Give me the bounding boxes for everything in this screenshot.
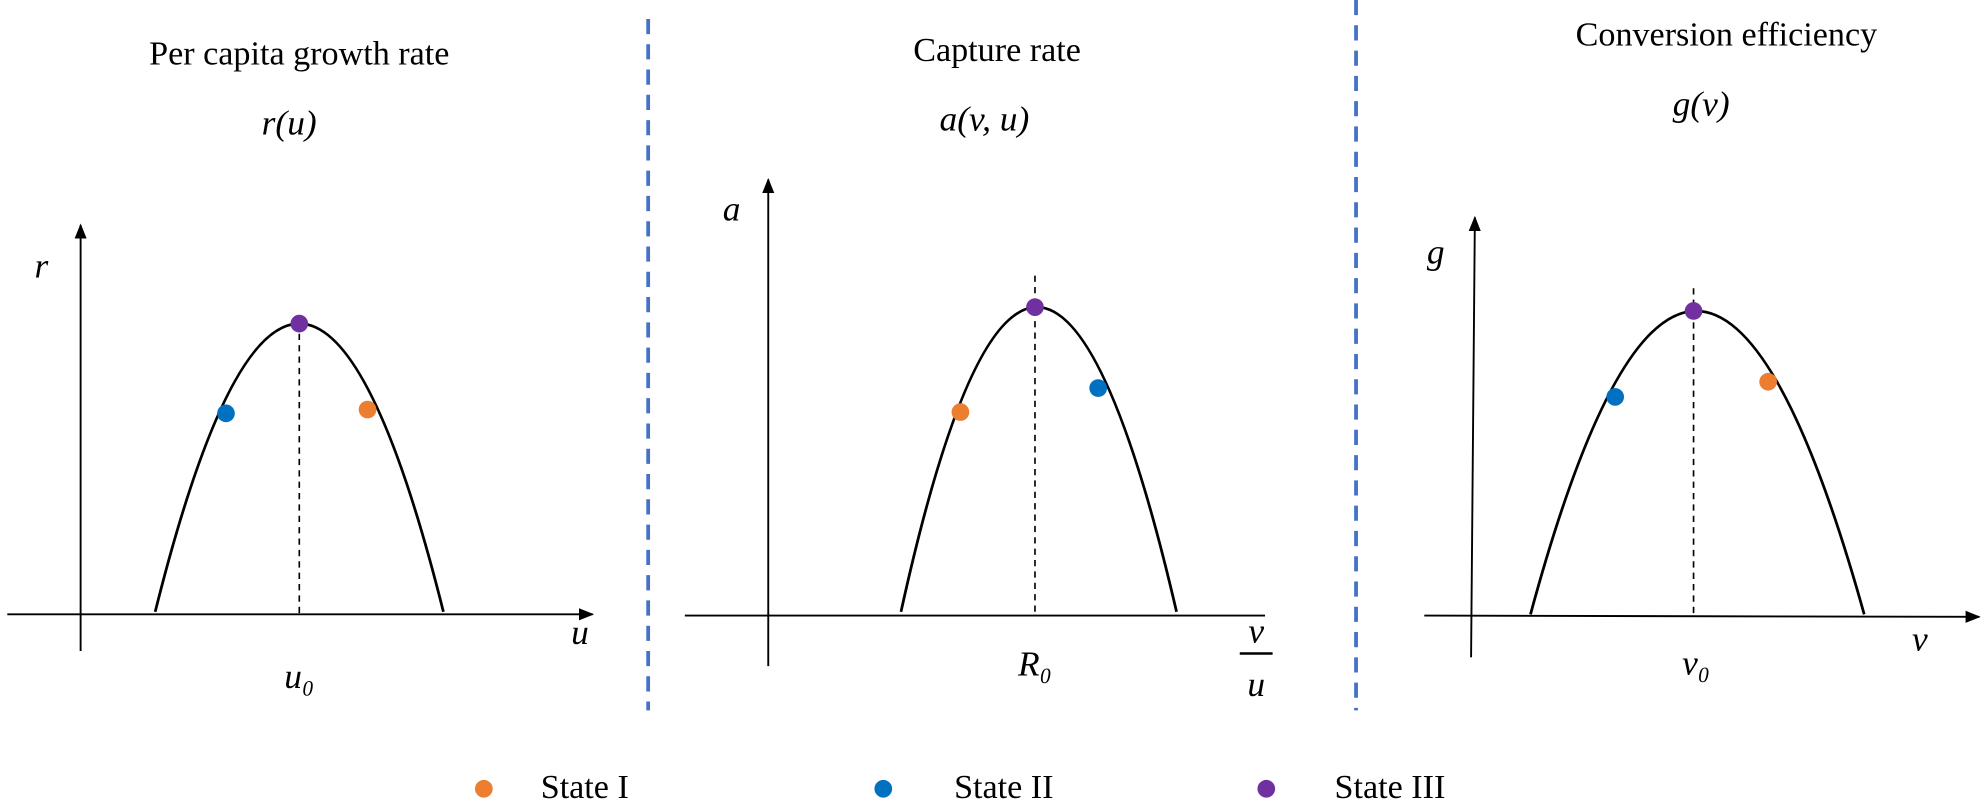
legend-label: State II bbox=[954, 769, 1053, 806]
function-label: g(v) bbox=[1673, 84, 1730, 124]
state-point bbox=[1026, 298, 1044, 317]
y-axis-label: g bbox=[1427, 231, 1445, 271]
x-axis-label-numerator: v bbox=[1248, 611, 1264, 651]
state-point bbox=[951, 403, 970, 421]
panel: Per capita growth rate r(u) r u u₀ bbox=[7, 36, 595, 696]
legend-label: State I bbox=[541, 769, 629, 806]
y-axis bbox=[1468, 215, 1481, 658]
x-axis-label-denominator: u bbox=[1247, 664, 1265, 704]
legend-label: State III bbox=[1335, 769, 1446, 806]
state-point bbox=[358, 400, 377, 419]
function-label: r(u) bbox=[262, 103, 317, 143]
function-label: a(v, u) bbox=[940, 99, 1030, 139]
state-point bbox=[1606, 388, 1625, 406]
panel-title: Per capita growth rate bbox=[149, 36, 449, 73]
panel-title: Capture rate bbox=[913, 32, 1081, 69]
panel-title: Conversion efficiency bbox=[1576, 17, 1878, 54]
peak-label: u₀ bbox=[284, 656, 314, 696]
y-axis-label: r bbox=[35, 245, 49, 285]
peak-label: R₀ bbox=[1017, 644, 1052, 684]
x-axis-label: v bbox=[1912, 618, 1928, 658]
state-point bbox=[1759, 372, 1777, 391]
legend: State I State II State III bbox=[474, 769, 1446, 806]
panel: Capture rate a(v, u) a v u R₀ bbox=[684, 32, 1273, 704]
state-point bbox=[1684, 302, 1703, 320]
state-point bbox=[1089, 379, 1108, 397]
legend-marker bbox=[474, 779, 493, 798]
panel: Conversion efficiency g(v) g v v₀ bbox=[1424, 17, 1981, 682]
state-point bbox=[217, 404, 235, 423]
legend-marker bbox=[874, 779, 893, 798]
state-point bbox=[290, 314, 309, 333]
x-axis bbox=[1424, 610, 1981, 623]
y-axis-label: a bbox=[723, 188, 741, 228]
legend-marker bbox=[1257, 779, 1276, 798]
x-axis-label: u bbox=[571, 612, 589, 652]
peak-label: v₀ bbox=[1682, 642, 1710, 682]
